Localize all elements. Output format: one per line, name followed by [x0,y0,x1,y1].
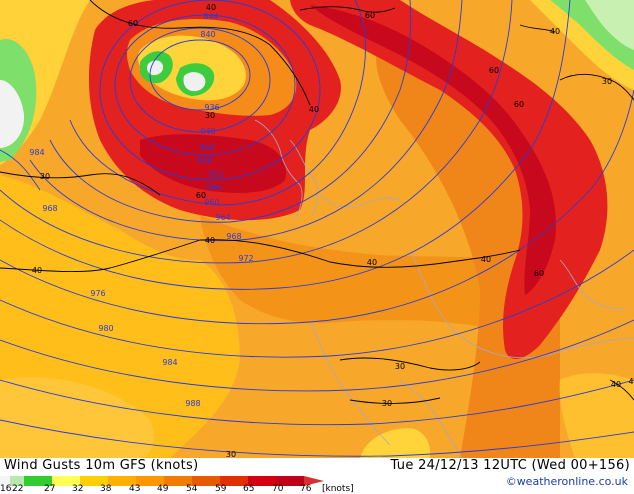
cyclone-core-white [183,72,206,92]
legend-label: 65 [243,484,255,494]
legend-label: 38 [100,484,112,494]
legend-swatch [136,476,164,486]
gust-label: 40 [611,380,621,389]
legend-label: 27 [44,484,56,494]
gust-label: 60 [128,19,138,28]
gust-zone-south-yellow [360,428,431,458]
gust-zone-southwest [0,377,155,458]
legend-bar [0,476,324,486]
legend-swatch [10,476,24,486]
gust-label: 60 [196,191,206,200]
isobar-label: 988 [185,399,200,408]
legend-swatch [108,476,136,486]
gust-label: 40 [32,266,42,275]
legend-swatch [24,476,52,486]
isobar-label: 948 [197,156,212,165]
gust-label: 30 [40,172,50,181]
wind-gust-map: 844 840 936 940 944 948 952 956 960 964 … [0,0,634,458]
legend-label: 59 [215,484,227,494]
cyclone-darkred-zone [140,134,286,193]
isobar-label: 844 [203,12,218,21]
gust-label: 30 [382,399,392,408]
legend-swatch [52,476,80,486]
isobar-label: 972 [238,254,253,263]
gust-label: 40 [481,255,491,264]
isobar-label: 984 [162,358,177,367]
legend-label: 43 [129,484,141,494]
gust-zone-northeast-pale [585,0,634,50]
isobar-label: 980 [98,324,113,333]
copyright-link[interactable]: ©weatheronline.co.uk [505,475,628,488]
isobar-labels: 844 840 936 940 944 948 952 956 960 964 … [29,12,253,408]
gust-label: 60 [489,66,499,75]
legend-label: 49 [157,484,169,494]
isobar-label: 968 [226,232,241,241]
legend-labels: 16 22 27 32 38 43 49 54 59 65 70 76 [knots] [0,484,360,494]
valid-time: Tue 24/12/13 12UTC (Wed 00+156) [390,458,630,473]
legend-swatch [248,476,276,486]
cyclone-core-white-2 [147,60,164,76]
isobar-label: 840 [200,30,215,39]
gust-label: 60 [365,11,375,20]
map-panel: 844 840 936 940 944 948 952 956 960 964 … [0,0,634,458]
gust-zone-southeast-yellow [559,373,634,458]
isobar-label: 952 [208,170,223,179]
isobar-label: 956 [206,183,221,192]
gust-contours [0,0,634,404]
color-legend [0,472,360,491]
legend-swatch [192,476,220,486]
isobar-label: 960 [204,198,219,207]
legend-swatch [304,476,324,486]
legend-swatch [80,476,108,486]
isobar-label: 944 [199,143,214,152]
gust-label: 40 [205,236,215,245]
isobar-label: 940 [200,127,215,136]
legend-label: 16 [0,484,12,494]
isobars [0,0,634,457]
gust-label: 30 [205,111,215,120]
gust-labels: 40 60 30 40 60 60 40 30 60 60 40 40 40 4… [32,3,634,458]
legend-swatch [0,476,10,486]
legend-label: 22 [12,484,24,494]
gust-label: 30 [602,77,612,86]
isobar-label: 976 [90,289,105,298]
legend-swatch [220,476,248,486]
gust-zone-northwest-white [0,80,25,148]
isobar-label: 964 [215,213,230,222]
gust-label: 40 [206,3,216,12]
gust-label: 60 [514,100,524,109]
gust-label: 40 [367,258,377,267]
legend-label: [knots] [322,484,354,494]
map-title: Wind Gusts 10m GFS (knots) [4,458,199,473]
legend-label: 76 [300,484,312,494]
gust-label: 4 [628,377,633,386]
legend-label: 32 [72,484,84,494]
isobar-label: 984 [29,148,44,157]
gust-label: 40 [550,27,560,36]
gust-label: 40 [309,105,319,114]
legend-swatch [164,476,192,486]
gust-label: 30 [226,450,236,458]
gust-label: 60 [534,269,544,278]
gust-zone-central [200,215,500,330]
gust-label: 30 [395,362,405,371]
isobar-label: 968 [42,204,57,213]
isobar-label: 936 [204,103,219,112]
footer-bar: Wind Gusts 10m GFS (knots) Tue 24/12/13 … [0,458,634,494]
jet-darkred-core [310,5,556,295]
legend-swatch [276,476,304,486]
legend-label: 70 [272,484,284,494]
legend-label: 54 [186,484,198,494]
